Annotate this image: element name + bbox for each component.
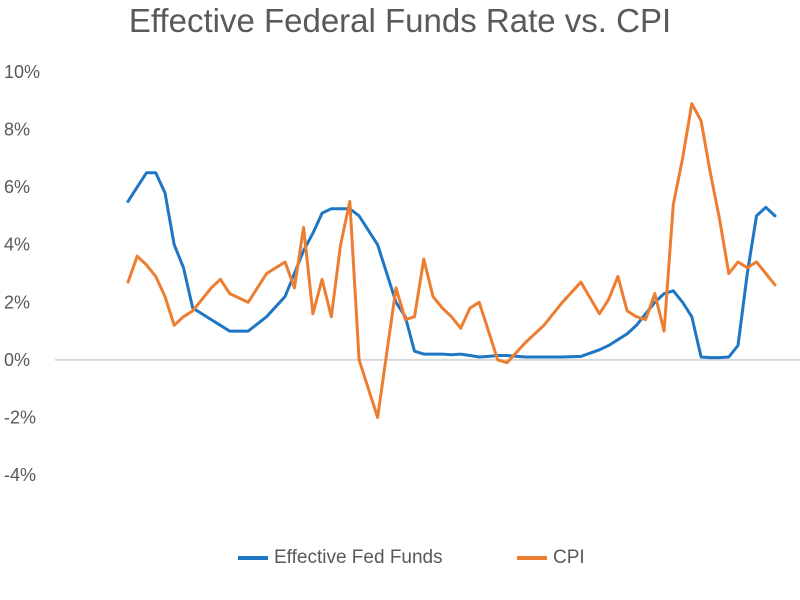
legend-label-cpi: CPI [553, 547, 585, 568]
y-tick-label: 8% [4, 120, 30, 140]
legend-item-effective-fed-funds: Effective Fed Funds [238, 543, 443, 573]
legend-item-cpi: CPI [517, 543, 585, 573]
legend: Effective Fed Funds CPI [0, 543, 800, 573]
series-lines [126, 102, 777, 419]
legend-label-effective-fed-funds: Effective Fed Funds [274, 547, 443, 568]
y-tick-label: -2% [4, 407, 36, 427]
legend-swatch-cpi [517, 556, 547, 560]
legend-swatch-effective-fed-funds [238, 556, 268, 560]
y-axis-ticks: 10% 8% 6% 4% 2% 0% -2% -4% [4, 62, 40, 485]
y-tick-label: -4% [4, 465, 36, 485]
y-tick-label: 6% [4, 177, 30, 197]
y-tick-label: 0% [4, 350, 30, 370]
y-tick-label: 4% [4, 235, 30, 255]
series-line-effective-fed-funds [126, 171, 777, 360]
chart-title: Effective Federal Funds Rate vs. CPI [128, 2, 672, 39]
y-tick-label: 10% [4, 62, 40, 82]
plot-area: 10% 8% 6% 4% 2% 0% -2% -4% [4, 62, 800, 485]
y-tick-label: 2% [4, 292, 30, 312]
series-line-cpi [126, 102, 777, 419]
